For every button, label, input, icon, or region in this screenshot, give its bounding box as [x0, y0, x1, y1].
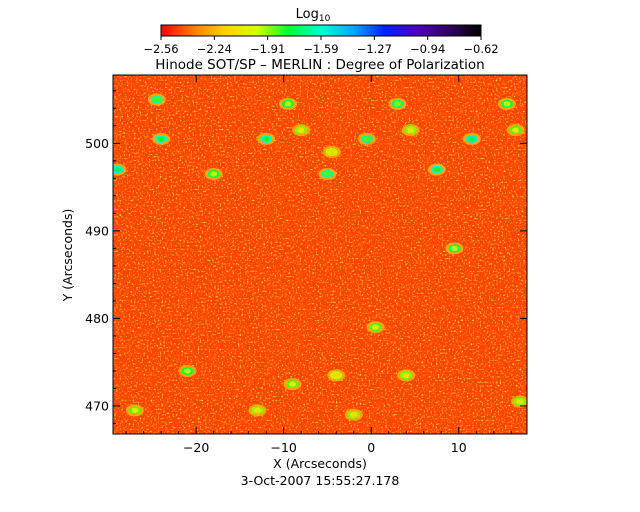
polarization-patch — [445, 242, 464, 255]
polarization-patch — [401, 124, 420, 137]
polarization-patch — [204, 167, 223, 180]
colorbar: Log10 −2.56 −2.24 −1.91 −1.59 −1.27 −0.94 −0.6… — [143, 7, 498, 56]
colorbar-tick-label: −1.59 — [303, 42, 338, 56]
y-tick-label: 490 — [85, 223, 109, 238]
x-tick-label: −10 — [270, 440, 296, 455]
y-tick-label: 480 — [85, 311, 109, 326]
polarization-patch — [357, 132, 376, 145]
y-tick-label: 470 — [85, 398, 109, 413]
polarization-patch — [462, 132, 481, 145]
polarization-patch — [147, 93, 166, 106]
heatmap-texture — [113, 75, 527, 434]
colorbar-label: Log10 — [296, 7, 331, 24]
y-axis-label: Y (Arcseconds) — [60, 209, 75, 303]
y-tick-label: 500 — [85, 136, 109, 151]
colorbar-tick-label: −2.24 — [197, 42, 232, 56]
x-axis-ticks: −20 −10 0 10 — [125, 75, 512, 455]
polarization-patch — [279, 97, 298, 110]
x-tick-label: 0 — [367, 440, 375, 455]
polarization-patch — [327, 369, 346, 382]
x-tick-label: 10 — [451, 440, 467, 455]
polarization-patch — [344, 408, 363, 421]
polarization-patch — [427, 163, 446, 176]
x-tick-label: −20 — [183, 440, 209, 455]
plot-frame — [112, 74, 528, 435]
polarization-patch — [283, 378, 302, 391]
polarization-patch — [497, 97, 516, 110]
polarization-patch — [125, 404, 144, 417]
polarization-patch — [318, 167, 337, 180]
colorbar-ticks: −2.56 −2.24 −1.91 −1.59 −1.27 −0.94 −0.62 — [143, 36, 499, 56]
polarization-patch — [178, 364, 197, 377]
colorbar-tick-label: −2.56 — [143, 42, 178, 56]
timestamp: 3-Oct-2007 15:55:27.178 — [241, 473, 400, 488]
polarization-patch — [322, 146, 341, 159]
polarization-patch — [113, 163, 127, 176]
colorbar-tick-label: −0.62 — [463, 42, 498, 56]
colorbar-tick-label: −0.94 — [410, 42, 445, 56]
chart-title: Hinode SOT/SP – MERLIN : Degree of Polar… — [155, 57, 484, 73]
polarization-patch — [292, 124, 311, 137]
x-axis-label: X (Arcseconds) — [273, 456, 367, 471]
colorbar-tick-label: −1.27 — [357, 42, 392, 56]
polarization-patch — [388, 97, 407, 110]
polarization-patch — [248, 404, 267, 417]
polarization-patch — [152, 132, 171, 145]
heatmap-features — [113, 93, 527, 421]
plot-area: −20 −10 0 10 470 480 490 500 — [85, 74, 528, 455]
polarization-patch — [397, 369, 416, 382]
y-axis-ticks: 470 480 490 500 — [85, 90, 527, 424]
polarization-patch — [506, 124, 525, 137]
polarization-patch — [511, 395, 527, 408]
colorbar-tick-label: −1.91 — [250, 42, 285, 56]
polarization-patch — [257, 132, 276, 145]
colorbar-gradient — [160, 24, 482, 37]
polarization-patch — [366, 321, 385, 334]
